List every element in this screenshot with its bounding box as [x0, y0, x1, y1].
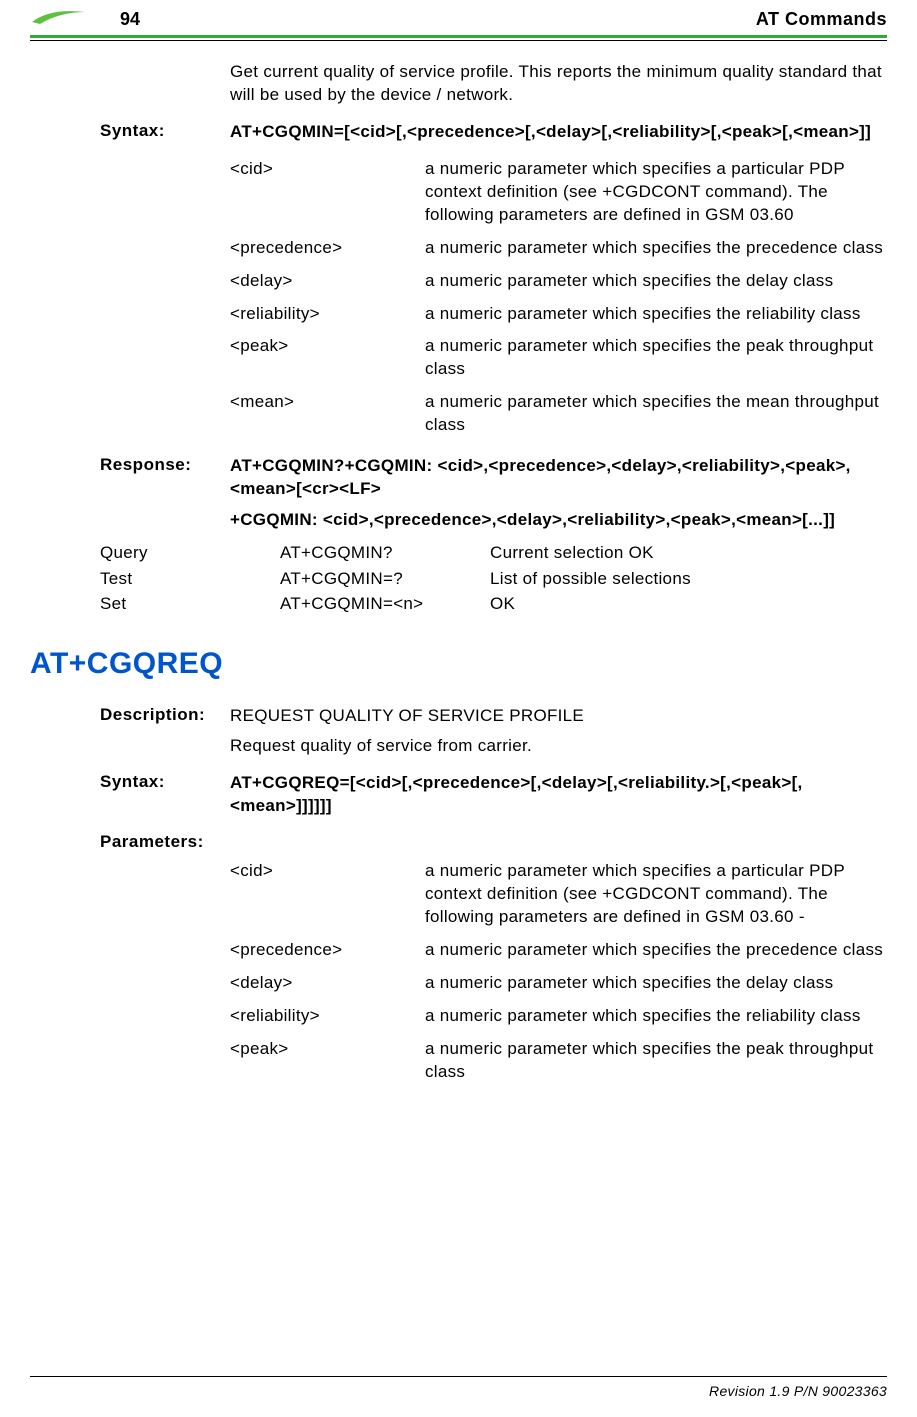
param-name: <precedence> [230, 939, 425, 962]
param-name: <mean> [230, 391, 425, 437]
response-label: Response: [100, 455, 230, 501]
table-row: Query AT+CGQMIN? Current selection OK [100, 540, 887, 566]
param-name: <reliability> [230, 303, 425, 326]
param-desc: a numeric parameter which specifies the … [425, 335, 887, 381]
header-title: AT Commands [756, 9, 887, 30]
cmd-type: Test [100, 566, 280, 592]
command-table: Query AT+CGQMIN? Current selection OK Te… [100, 540, 887, 617]
param-name: <cid> [230, 158, 425, 227]
table-row: Test AT+CGQMIN=? List of possible select… [100, 566, 887, 592]
param-name: <peak> [230, 1038, 425, 1084]
param-name: <cid> [230, 860, 425, 929]
intro-text: Get current quality of service profile. … [230, 61, 887, 107]
param-name: <precedence> [230, 237, 425, 260]
response-line1: AT+CGQMIN?+CGQMIN: <cid>,<precedence>,<d… [230, 455, 887, 501]
parameters-label: Parameters: [100, 832, 230, 852]
cmd-result: List of possible selections [490, 566, 887, 592]
syntax-label: Syntax: [100, 772, 230, 818]
page-header: 94 AT Commands [30, 0, 887, 35]
description-label: Description: [100, 705, 230, 728]
param-name: <reliability> [230, 1005, 425, 1028]
syntax-value: AT+CGQMIN=[<cid>[,<precedence>[,<delay>[… [230, 121, 887, 144]
cmd-type: Set [100, 591, 280, 617]
param-desc: a numeric parameter which specifies the … [425, 1038, 887, 1084]
param-desc: a numeric parameter which specifies the … [425, 237, 887, 260]
header-left: 94 [30, 6, 140, 33]
syntax-value: AT+CGQREQ=[<cid>[,<precedence>[,<delay>[… [230, 772, 887, 818]
cmd-result: OK [490, 591, 887, 617]
param-desc: a numeric parameter which specifies the … [425, 939, 887, 962]
page-content: Get current quality of service profile. … [30, 61, 887, 1094]
swoosh-icon [30, 6, 90, 33]
cmd-syntax: AT+CGQMIN=? [280, 566, 490, 592]
param-desc: a numeric parameter which specifies the … [425, 303, 887, 326]
cmd-result: Current selection OK [490, 540, 887, 566]
param-desc: a numeric parameter which specifies the … [425, 972, 887, 995]
cmd-type: Query [100, 540, 280, 566]
cmd-syntax: AT+CGQMIN=<n> [280, 591, 490, 617]
param-desc: a numeric parameter which specifies the … [425, 270, 887, 293]
footer-line [30, 1376, 887, 1377]
param-desc: a numeric parameter which specifies a pa… [425, 860, 887, 929]
cmd-syntax: AT+CGQMIN? [280, 540, 490, 566]
param-name: <delay> [230, 270, 425, 293]
header-black-line [30, 40, 887, 41]
syntax-label: Syntax: [100, 121, 230, 144]
page-number: 94 [120, 9, 140, 30]
param-name: <delay> [230, 972, 425, 995]
section-title: AT+CGQREQ [30, 647, 887, 681]
page-footer: Revision 1.9 P/N 90023363 [30, 1376, 887, 1399]
footer-text: Revision 1.9 P/N 90023363 [30, 1383, 887, 1399]
param-desc: a numeric parameter which specifies the … [425, 1005, 887, 1028]
response-line2: +CGQMIN: <cid>,<precedence>,<delay>,<rel… [230, 509, 887, 532]
param-desc: a numeric parameter which specifies a pa… [425, 158, 887, 227]
table-row: Set AT+CGQMIN=<n> OK [100, 591, 887, 617]
param-desc: a numeric parameter which specifies the … [425, 391, 887, 437]
description-detail: Request quality of service from carrier. [230, 735, 887, 758]
header-green-line [30, 35, 887, 38]
param-name: <peak> [230, 335, 425, 381]
description-value: REQUEST QUALITY OF SERVICE PROFILE [230, 705, 887, 728]
